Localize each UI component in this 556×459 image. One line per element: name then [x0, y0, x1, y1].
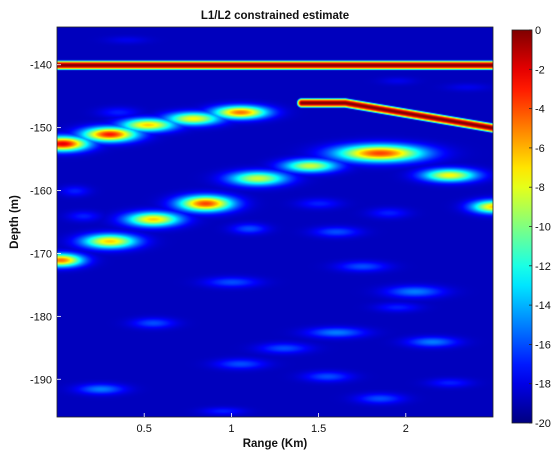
colorbar-tick-label: -4: [535, 104, 545, 116]
x-tick-label: 1: [228, 423, 234, 435]
colorbar-tick-label: 0: [535, 25, 541, 37]
x-tick-label: 0.5: [137, 423, 152, 435]
y-tick-label: -140: [30, 60, 52, 72]
y-tick-label: -190: [30, 374, 52, 386]
y-tick-label: -180: [30, 311, 52, 323]
colorbar-tick-label: -20: [535, 418, 551, 430]
y-axis: -140 -150 -160 -170 -180 -190: [30, 60, 61, 386]
colorbar-tick-label: -14: [535, 300, 551, 312]
plot-area: [56, 26, 494, 418]
colorbar-tick-label: -16: [535, 339, 551, 351]
colorbar-tick-label: -6: [535, 143, 545, 155]
heatmap-image: [57, 27, 493, 417]
plot-frame: [56, 26, 494, 418]
colorbar-tick-label: -10: [535, 222, 551, 234]
y-axis-label: Depth (m): [9, 195, 21, 249]
y-tick-label: -150: [30, 123, 52, 135]
colorbar: 0 -2 -4 -6 -8 -10 -12 -14 -16 -18 -20: [511, 25, 551, 430]
colorbar-ticks: 0 -2 -4 -6 -8 -10 -12 -14 -16 -18 -20: [529, 25, 551, 430]
x-axis: 0.5 1 1.5 2: [137, 413, 409, 435]
colorbar-tick-label: -12: [535, 261, 551, 273]
x-tick-label: 2: [403, 423, 409, 435]
y-tick-label: -160: [30, 186, 52, 198]
chart-title: L1/L2 constrained estimate: [201, 10, 349, 22]
colorbar-tick-label: -8: [535, 182, 545, 194]
x-axis-label: Range (Km): [243, 438, 308, 450]
y-tick-label: -170: [30, 248, 52, 260]
colorbar-tick-label: -2: [535, 64, 545, 76]
colorbar-tick-label: -18: [535, 379, 551, 391]
x-tick-label: 1.5: [311, 423, 326, 435]
